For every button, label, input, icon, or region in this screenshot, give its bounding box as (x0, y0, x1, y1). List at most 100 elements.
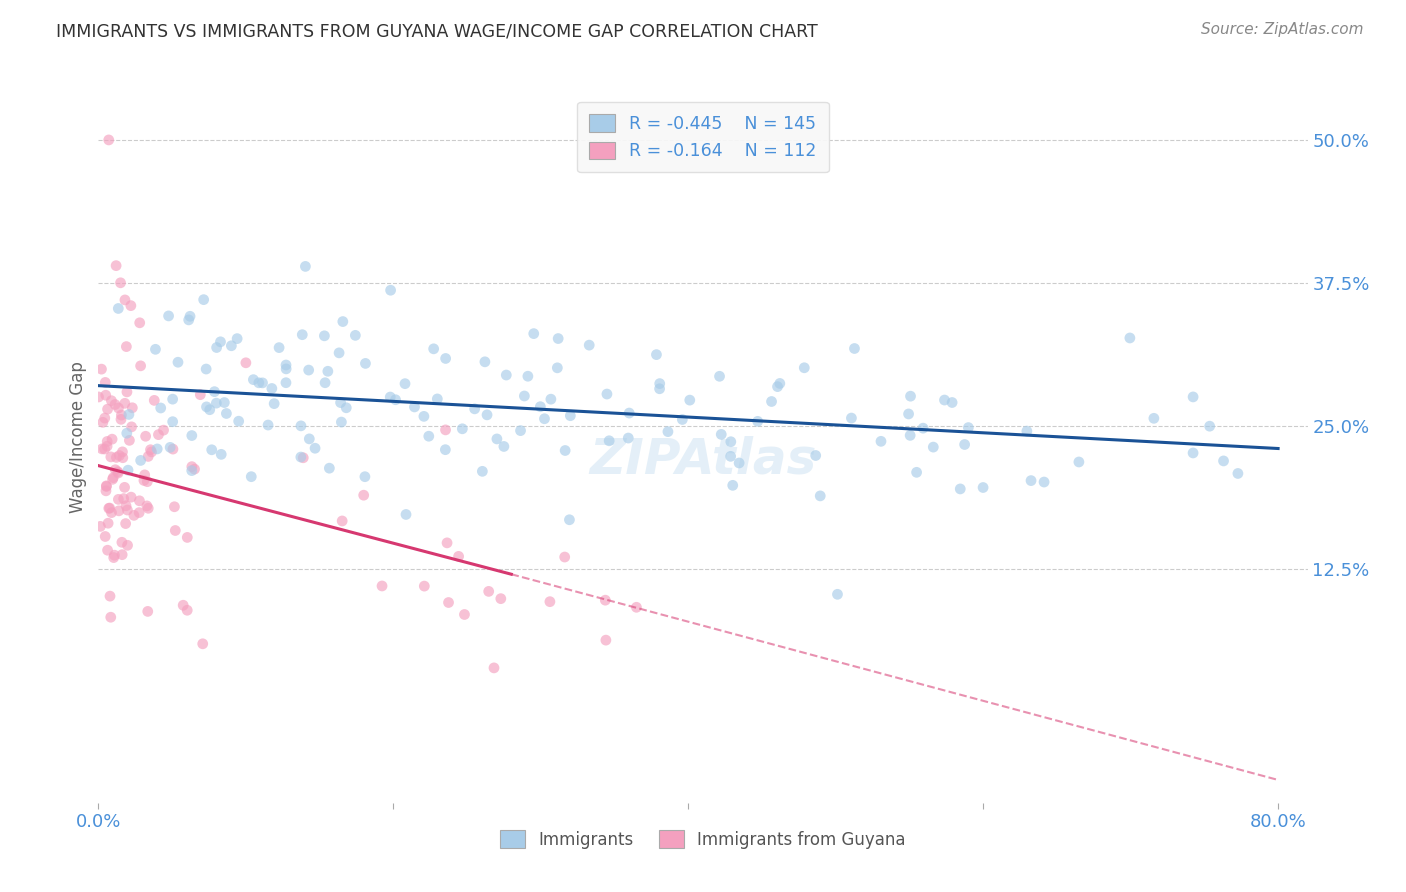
Point (115, 384, 138, 399)
Point (298, 432, 321, 446)
Point (221, 339, 243, 353)
Point (91, 442, 114, 456)
Point (314, 328, 336, 343)
Point (159, 441, 181, 455)
Point (329, 395, 352, 409)
Legend: Immigrants, Immigrants from Guyana: Immigrants, Immigrants from Guyana (489, 819, 917, 860)
Point (897, 407, 920, 421)
Text: ZIPAtlas: ZIPAtlas (589, 435, 817, 483)
Point (720, 450, 742, 464)
Point (107, 401, 129, 415)
Point (489, 591, 512, 606)
Point (509, 424, 531, 438)
Point (437, 595, 460, 609)
Point (274, 358, 297, 372)
Point (1033, 475, 1056, 489)
Point (135, 429, 157, 443)
Point (115, 426, 138, 441)
Point (209, 334, 232, 349)
Point (97, 402, 120, 417)
Point (485, 432, 508, 446)
Point (143, 393, 166, 408)
Point (141, 445, 163, 459)
Point (292, 450, 315, 465)
Point (671, 412, 693, 426)
Point (554, 549, 576, 564)
Point (595, 593, 617, 607)
Point (117, 463, 139, 477)
Point (314, 376, 336, 390)
Point (121, 401, 143, 415)
Point (180, 464, 202, 478)
Point (328, 346, 350, 360)
Point (941, 395, 963, 409)
Point (235, 356, 257, 370)
Point (136, 450, 159, 464)
Point (132, 474, 155, 488)
Point (176, 603, 198, 617)
Text: Source: ZipAtlas.com: Source: ZipAtlas.com (1201, 22, 1364, 37)
Point (129, 453, 152, 467)
Point (163, 500, 186, 514)
Point (117, 503, 139, 517)
Point (121, 420, 143, 434)
Point (595, 633, 617, 648)
Point (747, 414, 769, 428)
Point (434, 442, 457, 457)
Point (808, 489, 831, 503)
Point (538, 595, 561, 609)
Point (96, 479, 118, 493)
Point (145, 343, 167, 357)
Point (554, 443, 576, 458)
Point (619, 406, 641, 420)
Point (900, 389, 922, 403)
Point (412, 409, 434, 424)
Point (191, 637, 214, 651)
Point (598, 434, 620, 448)
Point (180, 459, 202, 474)
Point (205, 341, 228, 355)
Point (298, 363, 321, 377)
Point (146, 442, 169, 456)
Point (679, 393, 702, 408)
Point (209, 447, 232, 461)
Point (330, 514, 353, 528)
Point (540, 392, 562, 407)
Point (804, 449, 827, 463)
Point (111, 548, 134, 562)
Point (1015, 424, 1038, 438)
Point (94, 483, 117, 498)
Point (204, 384, 226, 399)
Point (103, 550, 125, 565)
Point (103, 548, 125, 562)
Point (122, 508, 145, 523)
Point (949, 482, 972, 496)
Point (120, 490, 142, 504)
Point (176, 530, 198, 544)
Point (114, 516, 136, 531)
Point (120, 299, 142, 313)
Point (201, 442, 224, 457)
Point (111, 535, 134, 549)
Point (769, 376, 792, 391)
Point (648, 376, 671, 391)
Point (1212, 454, 1234, 468)
Point (128, 493, 150, 508)
Point (529, 400, 551, 414)
Point (136, 604, 159, 618)
Point (94, 411, 117, 425)
Point (451, 422, 474, 436)
Point (107, 301, 129, 316)
Point (247, 376, 270, 390)
Point (371, 579, 394, 593)
Point (617, 431, 640, 445)
Point (1119, 331, 1142, 345)
Point (215, 407, 238, 421)
Point (269, 341, 291, 355)
Point (1198, 419, 1220, 434)
Point (195, 400, 218, 414)
Point (100, 450, 122, 464)
Point (1019, 474, 1042, 488)
Point (149, 401, 172, 415)
Point (205, 396, 228, 410)
